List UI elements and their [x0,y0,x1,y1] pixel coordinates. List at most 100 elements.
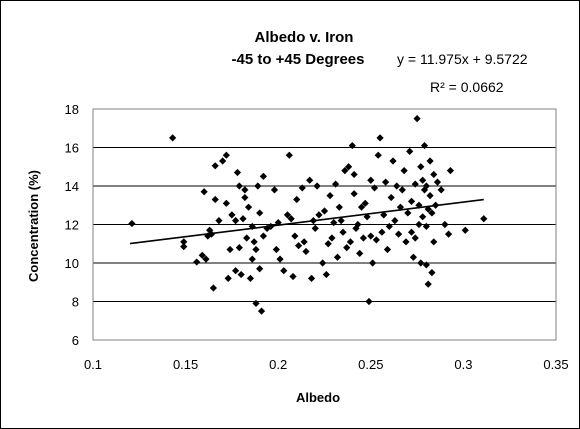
data-point [246,274,255,282]
data-point [446,167,455,175]
data-point [259,172,267,180]
data-point [357,203,366,211]
data-point [232,267,240,275]
y-tick-label: 8 [72,295,79,310]
data-point [370,184,379,192]
data-point [424,280,432,288]
data-point [235,244,243,252]
data-point [415,220,423,229]
data-point [406,147,414,155]
data-point [333,253,342,261]
data-point [328,234,336,242]
data-point [332,180,340,188]
data-point [409,253,417,261]
data-point [241,186,249,194]
data-point [350,170,358,179]
data-point [385,222,393,231]
data-point [215,217,223,225]
data-point [307,274,316,282]
data-point [200,188,208,196]
data-point [428,209,436,217]
x-axis-label: Albedo [296,390,340,405]
y-axis-label: Concentration (%) [26,170,41,282]
data-point [433,178,442,186]
data-point [180,238,188,246]
data-point [380,211,388,219]
x-tick-label: 0.3 [454,357,472,372]
x-tick-labels: 0.1 0.15 0.2 0.25 0.3 0.35 [84,357,569,372]
data-point [233,168,242,177]
data-point [359,234,367,242]
data-point [232,217,240,225]
x-tick-label: 0.15 [173,357,198,372]
data-point [444,230,453,238]
data-point [430,170,438,179]
data-point [344,163,353,171]
data-point [411,180,419,188]
data-point [402,238,410,246]
data-point [320,207,329,215]
data-point [243,234,251,242]
data-point [350,190,358,198]
data-point [404,209,412,217]
data-point [400,167,408,175]
data-point [276,255,284,263]
data-point [426,192,434,200]
y-tick-labels: 6 8 10 12 14 16 18 [65,102,79,348]
data-point [291,232,299,240]
data-point [391,217,399,225]
x-tick-label: 0.1 [84,357,102,372]
data-point [422,261,430,269]
data-point [209,284,217,292]
data-point [428,269,436,277]
gridlines [93,108,556,341]
data-point [283,211,292,219]
y-tick-label: 18 [65,102,79,117]
data-point [324,240,332,248]
data-point [228,211,236,219]
data-point [252,299,260,308]
data-point [270,186,279,194]
data-point [257,307,266,315]
data-point [337,217,345,225]
data-point [285,151,293,159]
data-point [330,218,338,227]
data-point [239,215,247,223]
data-point [226,245,234,254]
data-point [369,259,377,267]
data-point [244,203,253,211]
data-point [287,215,295,223]
data-point [441,220,449,229]
data-point [339,228,347,236]
data-point [419,213,427,221]
data-point [407,197,416,205]
data-point [222,151,230,159]
data-point [198,251,206,259]
data-point [128,219,136,228]
data-point [311,224,319,232]
data-point [407,228,416,236]
y-tick-label: 12 [65,218,79,233]
data-point [313,182,321,190]
data-point [306,176,314,184]
data-point [424,205,432,213]
data-point [361,199,369,207]
data-point [430,238,438,246]
data-point [422,182,430,190]
data-point [219,157,227,165]
data-point [394,230,403,238]
data-point [254,182,262,190]
data-point [419,176,427,184]
data-point [367,232,375,240]
data-point [356,249,364,257]
data-point [341,167,349,175]
trendline-equation: y = 11.975x + 9.5722 [397,51,528,67]
data-point [411,234,419,242]
data-point [248,255,256,263]
data-point [365,297,373,306]
data-point [415,201,423,209]
data-point [256,265,264,273]
data-point [372,236,380,244]
data-point [335,203,343,211]
data-point [346,238,355,246]
